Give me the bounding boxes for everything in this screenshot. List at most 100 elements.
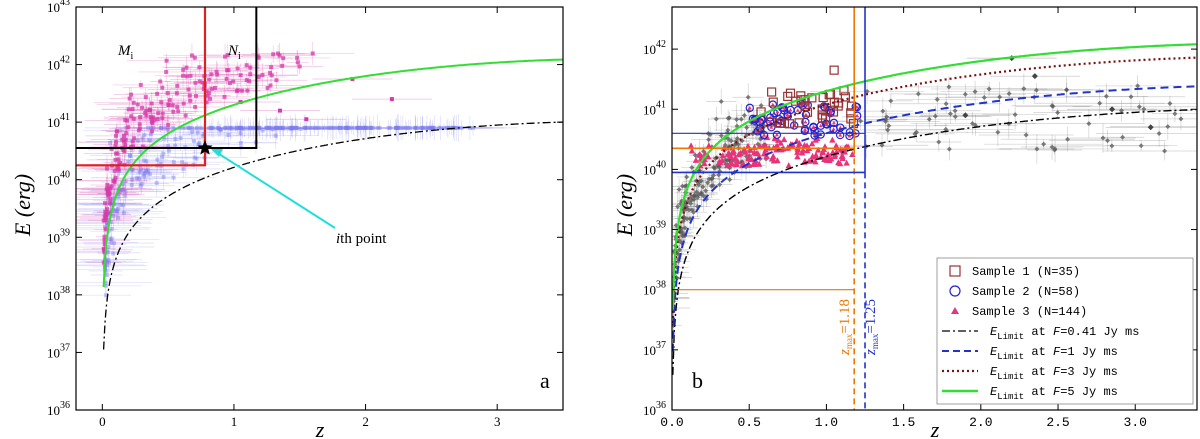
magenta-point xyxy=(188,73,193,78)
sample3-point xyxy=(808,157,815,164)
x-tick-label: 2 xyxy=(362,414,369,429)
legend-item: ELimit at F=5 Jy ms xyxy=(942,385,1118,402)
blue-point xyxy=(104,262,109,267)
sample2-inner xyxy=(831,120,836,125)
sample3-point xyxy=(814,146,822,153)
magenta-point xyxy=(204,89,209,94)
blue-point xyxy=(248,125,253,130)
magenta-point xyxy=(181,73,186,78)
magenta-point xyxy=(175,83,180,88)
magenta-point xyxy=(184,65,189,70)
blue-point xyxy=(196,142,201,147)
magenta-point xyxy=(260,72,265,77)
blue-point xyxy=(171,125,176,130)
blue-point xyxy=(155,157,160,162)
magenta-point xyxy=(256,74,261,79)
blue-point xyxy=(413,125,418,130)
blue-point xyxy=(289,126,294,131)
x-tick-label: 2.5 xyxy=(1046,415,1069,430)
blue-point xyxy=(234,125,239,130)
magenta-point xyxy=(121,133,126,138)
sample2-point xyxy=(816,130,825,139)
blue-point xyxy=(104,272,109,277)
magenta-point xyxy=(151,115,156,120)
sample2-inner xyxy=(758,126,763,130)
magenta-point xyxy=(102,242,107,247)
blue-point xyxy=(315,125,320,130)
blue-point xyxy=(126,160,131,165)
magenta-point xyxy=(101,260,106,265)
blue-point xyxy=(148,132,153,137)
limit-curves-a xyxy=(102,58,563,350)
zmax-label-orange: zmax=1.18 xyxy=(837,299,854,356)
sample2-inner xyxy=(847,133,852,138)
sample2-inner xyxy=(795,108,800,112)
magenta-point xyxy=(304,117,309,122)
sample3-point xyxy=(688,147,696,154)
magenta-point xyxy=(155,117,160,122)
y-axis-label-b: E (erg) xyxy=(612,174,637,237)
magenta-point xyxy=(215,72,220,77)
magenta-point xyxy=(115,165,120,170)
magenta-point xyxy=(113,139,118,144)
sample1-point xyxy=(779,118,790,128)
blue-point xyxy=(375,125,380,130)
legend-label: Sample 2 (N=58) xyxy=(972,285,1080,299)
magenta-point xyxy=(131,116,136,121)
blue-point xyxy=(166,148,171,153)
panel-letter-a: a xyxy=(540,368,550,393)
blue-point xyxy=(198,125,203,130)
blue-point xyxy=(106,245,111,250)
blue-point xyxy=(173,143,178,148)
ith-point-label: ith point xyxy=(336,231,387,247)
sample2-inner xyxy=(824,121,829,126)
sample3-point xyxy=(756,142,764,149)
blue-point xyxy=(272,125,277,130)
grey-point xyxy=(1120,134,1126,140)
blue-point xyxy=(386,125,391,130)
grey-point xyxy=(1086,121,1092,127)
sample2-point xyxy=(772,130,782,140)
magenta-point xyxy=(225,52,230,57)
blue-point xyxy=(108,240,113,245)
grey-point xyxy=(678,229,684,235)
y-tick-label: 1039 xyxy=(47,227,70,245)
sample2-point xyxy=(800,126,810,136)
magenta-point xyxy=(103,209,108,214)
blue-point xyxy=(142,132,147,137)
blue-point xyxy=(201,132,206,137)
sample1-point xyxy=(829,65,839,75)
magenta-point xyxy=(108,201,113,206)
legend-item: ELimit at F=1 Jy ms xyxy=(942,345,1118,362)
blue-point xyxy=(293,125,298,130)
y-tick-label: 1036 xyxy=(47,400,70,418)
blue-point xyxy=(273,133,278,138)
blue-point xyxy=(432,125,437,130)
sample2-point xyxy=(756,124,765,133)
magenta-point xyxy=(170,103,175,108)
sample3-point xyxy=(728,159,735,166)
blue-point xyxy=(302,125,307,130)
grey-point xyxy=(1172,111,1178,117)
grey-point xyxy=(1135,83,1141,89)
blue-point xyxy=(444,125,449,130)
grey-point xyxy=(696,182,702,188)
x-axis-label-b: z xyxy=(930,417,940,439)
x-tick-label: 0.5 xyxy=(738,415,761,430)
grey-point xyxy=(997,94,1003,100)
blue-point xyxy=(238,140,243,145)
grey-point xyxy=(676,186,682,192)
magenta-point xyxy=(248,65,253,70)
blue-point xyxy=(194,156,199,161)
y-axis-label-a: E (erg) xyxy=(10,174,35,237)
magenta-point xyxy=(105,183,110,188)
grey-point xyxy=(1049,144,1055,150)
blue-point xyxy=(285,125,290,130)
magenta-point xyxy=(148,115,153,120)
sample3-point xyxy=(849,151,856,158)
blue-point xyxy=(106,260,111,265)
y-tick-label: 1043 xyxy=(47,0,70,15)
blue-point xyxy=(328,125,333,130)
blue-point xyxy=(367,125,372,130)
blue-point xyxy=(181,125,186,130)
